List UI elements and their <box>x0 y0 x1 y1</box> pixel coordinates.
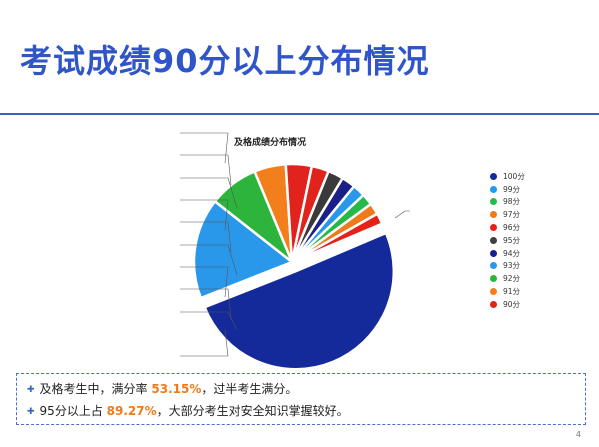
chart-title: 及格成绩分布情况 <box>233 138 306 148</box>
page-number: 4 <box>575 430 581 439</box>
legend-swatch-icon <box>490 262 497 270</box>
legend-item: 99分 <box>490 183 525 196</box>
leader-line <box>180 132 229 164</box>
leader-line <box>180 154 232 186</box>
legend-swatch-icon <box>490 172 497 180</box>
legend-label: 90分 <box>503 299 521 309</box>
bullet-text: 及格考生中，满分率 <box>39 382 152 396</box>
summary-bullet-1: ✚ 及格考生中，满分率 53.15%，过半考生满分。 <box>27 380 297 397</box>
legend-label: 95分 <box>503 235 521 245</box>
chart-legend: 100分 99分 98分 97分 96分 95分 94分 93分 92分 91分 90分 <box>490 170 525 311</box>
legend-label: 98分 <box>503 197 521 207</box>
legend-item: 90分 <box>490 298 525 311</box>
legend-label: 92分 <box>503 274 521 284</box>
legend-swatch-icon <box>490 185 497 193</box>
leader-line <box>394 210 410 219</box>
bullet-marker-icon: ✚ <box>27 407 35 417</box>
legend-item: 91分 <box>490 285 525 298</box>
pie-slice-93分 <box>192 199 295 300</box>
legend-item: 93分 <box>490 260 525 273</box>
leader-line <box>180 288 232 320</box>
legend-swatch-icon <box>490 275 497 283</box>
legend-label: 93分 <box>503 261 521 271</box>
legend-swatch-icon <box>490 224 497 232</box>
legend-label: 96分 <box>503 223 521 233</box>
pie-slice-minor-6 <box>291 212 384 264</box>
summary-box: ✚ 及格考生中，满分率 53.15%，过半考生满分。 ✚ 95分以上占 89.27%… <box>16 373 586 425</box>
legend-label: 91分 <box>503 287 521 297</box>
legend-swatch-icon <box>490 249 497 257</box>
leader-line <box>180 177 238 209</box>
legend-swatch-icon <box>490 198 497 206</box>
summary-bullet-2: ✚ 95分以上占 89.27%，大部分考生对安全知识掌握较好。 <box>27 402 349 419</box>
leader-line <box>180 329 229 357</box>
leader-line <box>180 266 229 298</box>
legend-label: 94分 <box>503 248 521 258</box>
bullet-text: ，大部分考生对安全知识掌握较好。 <box>156 404 349 418</box>
bullet-highlight: 89.27% <box>106 404 157 418</box>
legend-item: 92分 <box>490 272 525 285</box>
legend-swatch-icon <box>490 236 497 244</box>
slide-title: 考试成绩90分以上分布情况 <box>20 42 430 80</box>
leader-line <box>180 244 238 276</box>
bullet-text: 95分以上占 <box>39 404 107 418</box>
bullet-marker-icon: ✚ <box>27 385 35 395</box>
legend-swatch-icon <box>490 300 497 308</box>
leader-line <box>180 199 229 231</box>
legend-item: 94分 <box>490 247 525 260</box>
legend-item: 97分 <box>490 208 525 221</box>
legend-item: 95分 <box>490 234 525 247</box>
legend-label: 100分 <box>503 171 525 181</box>
legend-label: 97分 <box>503 210 521 220</box>
legend-item: 100分 <box>490 170 525 183</box>
leader-line <box>180 311 238 331</box>
legend-item: 96分 <box>490 221 525 234</box>
leader-line <box>180 221 232 253</box>
title-divider <box>0 113 599 115</box>
legend-swatch-icon <box>490 288 497 296</box>
pie-slice-100分 <box>203 231 396 371</box>
legend-swatch-icon <box>490 211 497 219</box>
bullet-highlight: 53.15% <box>151 382 202 396</box>
legend-label: 99分 <box>503 184 521 194</box>
bullet-text: ，过半考生满分。 <box>201 382 298 396</box>
legend-item: 98分 <box>490 196 525 209</box>
